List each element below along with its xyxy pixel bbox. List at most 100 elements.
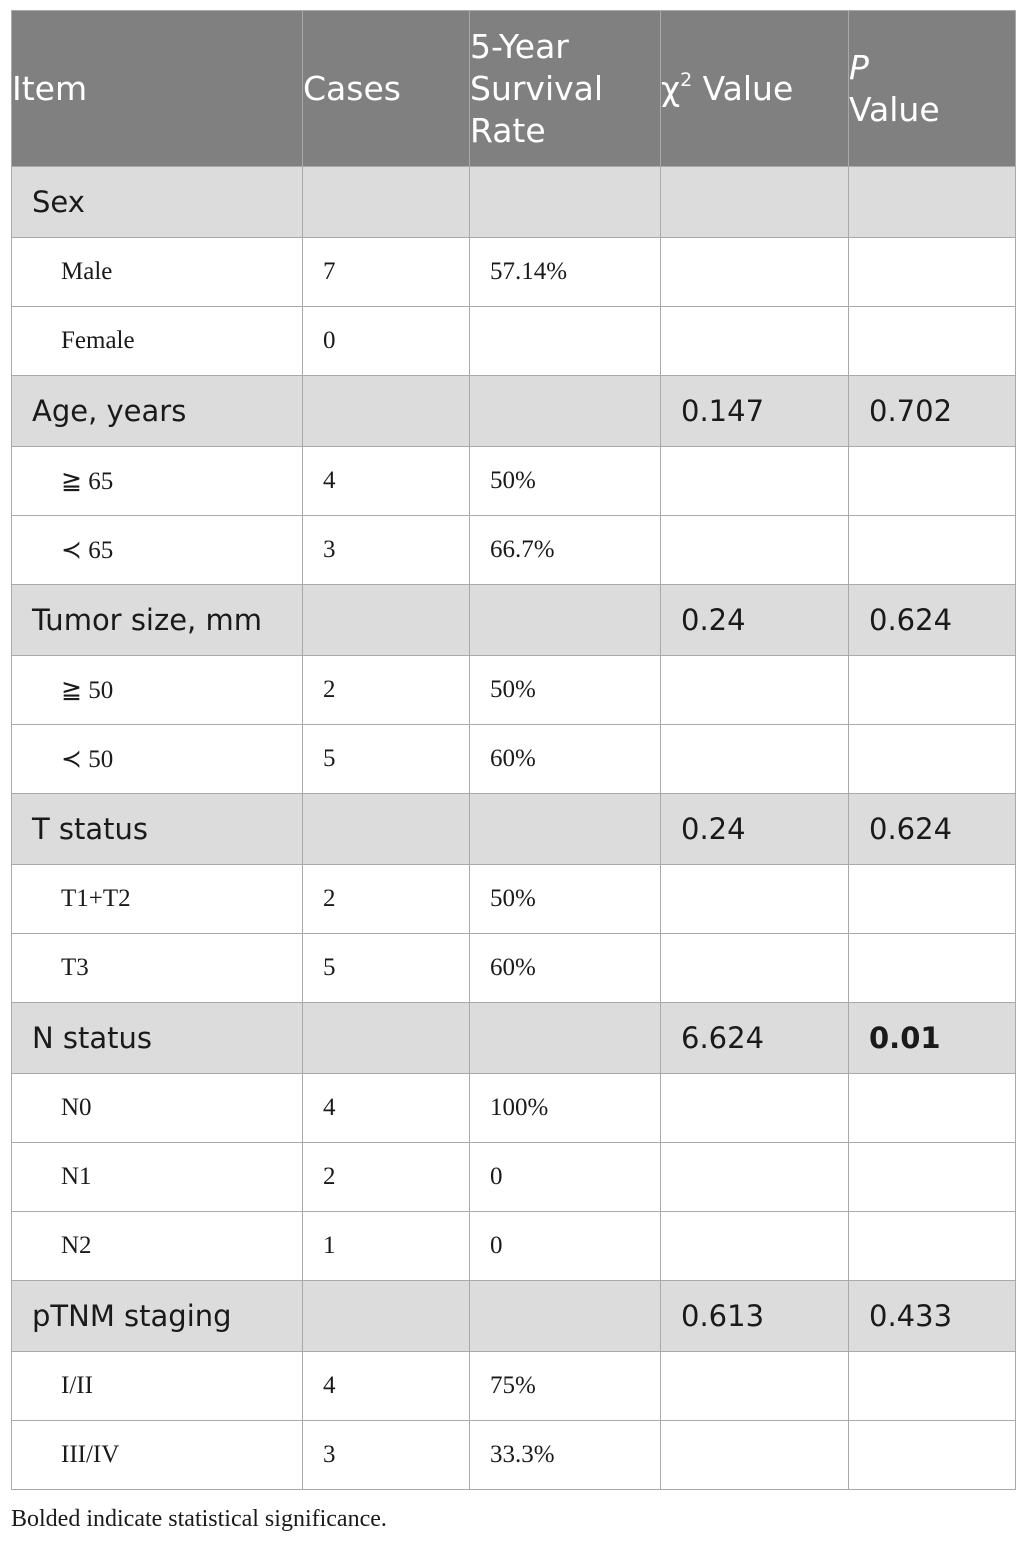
rate-cell: 50% — [469, 446, 661, 516]
cases-cell: 2 — [302, 864, 470, 934]
chi-value-cell — [660, 655, 849, 725]
p-value-cell — [848, 306, 1016, 376]
p-value-cell — [848, 864, 1016, 934]
chi-value-cell — [660, 1073, 849, 1143]
item-label-cell: ≺ 50 — [11, 724, 303, 794]
item-label-cell: T1+T2 — [11, 864, 303, 934]
cases-cell: 3 — [302, 1420, 470, 1490]
cases-cell: 5 — [302, 724, 470, 794]
table-row: N1 2 0 — [11, 1142, 1016, 1212]
cases-cell: 2 — [302, 1142, 470, 1212]
chi-value-cell — [660, 1420, 849, 1490]
chi-exponent: 2 — [680, 68, 693, 91]
rate-cell — [469, 793, 661, 865]
group-row: pTNM staging 0.613 0.433 — [11, 1280, 1016, 1352]
item-label-cell: T3 — [11, 933, 303, 1003]
p-value-cell — [848, 237, 1016, 307]
p-value-cell — [848, 724, 1016, 794]
group-label-cell: Sex — [11, 166, 303, 238]
rate-cell: 50% — [469, 864, 661, 934]
table-row: ≺ 50 5 60% — [11, 724, 1016, 794]
chi-value-cell — [660, 1211, 849, 1281]
chi-value-cell — [660, 724, 849, 794]
table-header: Item Cases 5-Year Survival Rate χ2 Value… — [11, 10, 1016, 167]
header-chi-square: χ2 Value — [660, 10, 849, 167]
p-value-cell: 0.01 — [848, 1002, 1016, 1074]
table-row: ≧ 50 2 50% — [11, 655, 1016, 725]
chi-value-cell — [660, 1351, 849, 1421]
item-label-cell: III/IV — [11, 1420, 303, 1490]
table-row: III/IV 3 33.3% — [11, 1420, 1016, 1490]
item-label-cell: N2 — [11, 1211, 303, 1281]
table-row: Female 0 — [11, 306, 1016, 376]
p-value-cell: 0.433 — [848, 1280, 1016, 1352]
table-row: T1+T2 2 50% — [11, 864, 1016, 934]
rate-cell — [469, 584, 661, 656]
rate-cell — [469, 166, 661, 238]
rate-cell: 0 — [469, 1211, 661, 1281]
rate-cell — [469, 1280, 661, 1352]
cases-cell: 2 — [302, 655, 470, 725]
group-row: Sex — [11, 166, 1016, 238]
rate-cell: 66.7% — [469, 515, 661, 585]
table-row: ≺ 65 3 66.7% — [11, 515, 1016, 585]
item-label-cell: ≧ 50 — [11, 655, 303, 725]
rate-cell — [469, 375, 661, 447]
header-item: Item — [11, 10, 303, 167]
chi-value-cell — [660, 515, 849, 585]
group-row: Age, years 0.147 0.702 — [11, 375, 1016, 447]
item-label-cell: N0 — [11, 1073, 303, 1143]
header-survival-rate: 5-Year Survival Rate — [469, 10, 661, 167]
header-p-value: P Value — [848, 10, 1016, 167]
p-symbol: P — [849, 47, 869, 87]
table-body: Sex Male 7 57.14% Female 0 Age, years 0.147 0.70… — [11, 166, 1016, 1490]
chi-symbol: χ — [661, 68, 681, 108]
p-value-cell — [848, 1420, 1016, 1490]
cases-cell — [302, 1280, 470, 1352]
group-row: N status 6.624 0.01 — [11, 1002, 1016, 1074]
p-value-cell: 0.624 — [848, 584, 1016, 656]
group-row: T status 0.24 0.624 — [11, 793, 1016, 865]
p-value-cell — [848, 1211, 1016, 1281]
rate-cell: 75% — [469, 1351, 661, 1421]
chi-value-cell — [660, 446, 849, 516]
group-label-cell: pTNM staging — [11, 1280, 303, 1352]
cases-cell — [302, 166, 470, 238]
group-label-cell: Tumor size, mm — [11, 584, 303, 656]
chi-value-cell — [660, 933, 849, 1003]
p-value-cell — [848, 1073, 1016, 1143]
cases-cell: 3 — [302, 515, 470, 585]
group-label-cell: Age, years — [11, 375, 303, 447]
cases-cell: 0 — [302, 306, 470, 376]
group-label-cell: N status — [11, 1002, 303, 1074]
p-value-cell — [848, 446, 1016, 516]
p-label: Value — [849, 89, 940, 129]
table-row: N2 1 0 — [11, 1211, 1016, 1281]
table-row: I/II 4 75% — [11, 1351, 1016, 1421]
table-row: Male 7 57.14% — [11, 237, 1016, 307]
cases-cell — [302, 375, 470, 447]
chi-value-cell — [660, 864, 849, 934]
rate-cell — [469, 1002, 661, 1074]
chi-value-cell — [660, 1142, 849, 1212]
item-label-cell: Male — [11, 237, 303, 307]
cases-cell: 7 — [302, 237, 470, 307]
p-value-cell — [848, 655, 1016, 725]
cases-cell — [302, 584, 470, 656]
table-row: N0 4 100% — [11, 1073, 1016, 1143]
header-row: Item Cases 5-Year Survival Rate χ2 Value… — [11, 10, 1016, 167]
item-label-cell: N1 — [11, 1142, 303, 1212]
chi-value-cell: 0.24 — [660, 793, 849, 865]
cases-cell: 4 — [302, 1351, 470, 1421]
chi-value-cell — [660, 166, 849, 238]
chi-value-cell: 0.147 — [660, 375, 849, 447]
cases-cell: 1 — [302, 1211, 470, 1281]
rate-cell: 33.3% — [469, 1420, 661, 1490]
p-value-cell — [848, 515, 1016, 585]
cases-cell: 5 — [302, 933, 470, 1003]
p-value-cell: 0.624 — [848, 793, 1016, 865]
chi-value-cell: 0.613 — [660, 1280, 849, 1352]
group-label-cell: T status — [11, 793, 303, 865]
cases-cell — [302, 793, 470, 865]
chi-value-cell — [660, 237, 849, 307]
